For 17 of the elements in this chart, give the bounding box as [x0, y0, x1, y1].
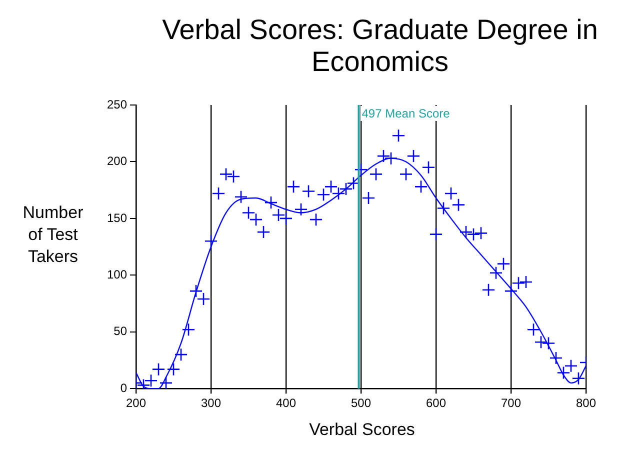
ref-line-label: 497 Mean Score [362, 106, 450, 120]
x-tick-label: 500 [350, 396, 372, 410]
y-axis-title: Number of Test Takers [22, 202, 84, 268]
y-tick-label: 50 [114, 324, 128, 338]
y-tick-label: 0 [120, 380, 128, 395]
y-tick-label: 100 [106, 267, 128, 282]
x-tick-label: 400 [276, 396, 296, 410]
x-axis-title: Verbal Scores [308, 420, 416, 440]
y-tick-label: 200 [106, 154, 128, 168]
x-tick-label: 200 [126, 396, 146, 410]
x-tick-label: 700 [500, 396, 522, 410]
x-tick-label: 800 [576, 396, 596, 410]
x-tick-label: 300 [201, 396, 222, 410]
y-tick-label: 150 [106, 210, 128, 225]
y-tick-label: 250 [106, 97, 128, 112]
chart-title: Verbal Scores: Graduate Degree in Economics [161, 14, 599, 78]
x-tick-label: 600 [426, 396, 446, 410]
